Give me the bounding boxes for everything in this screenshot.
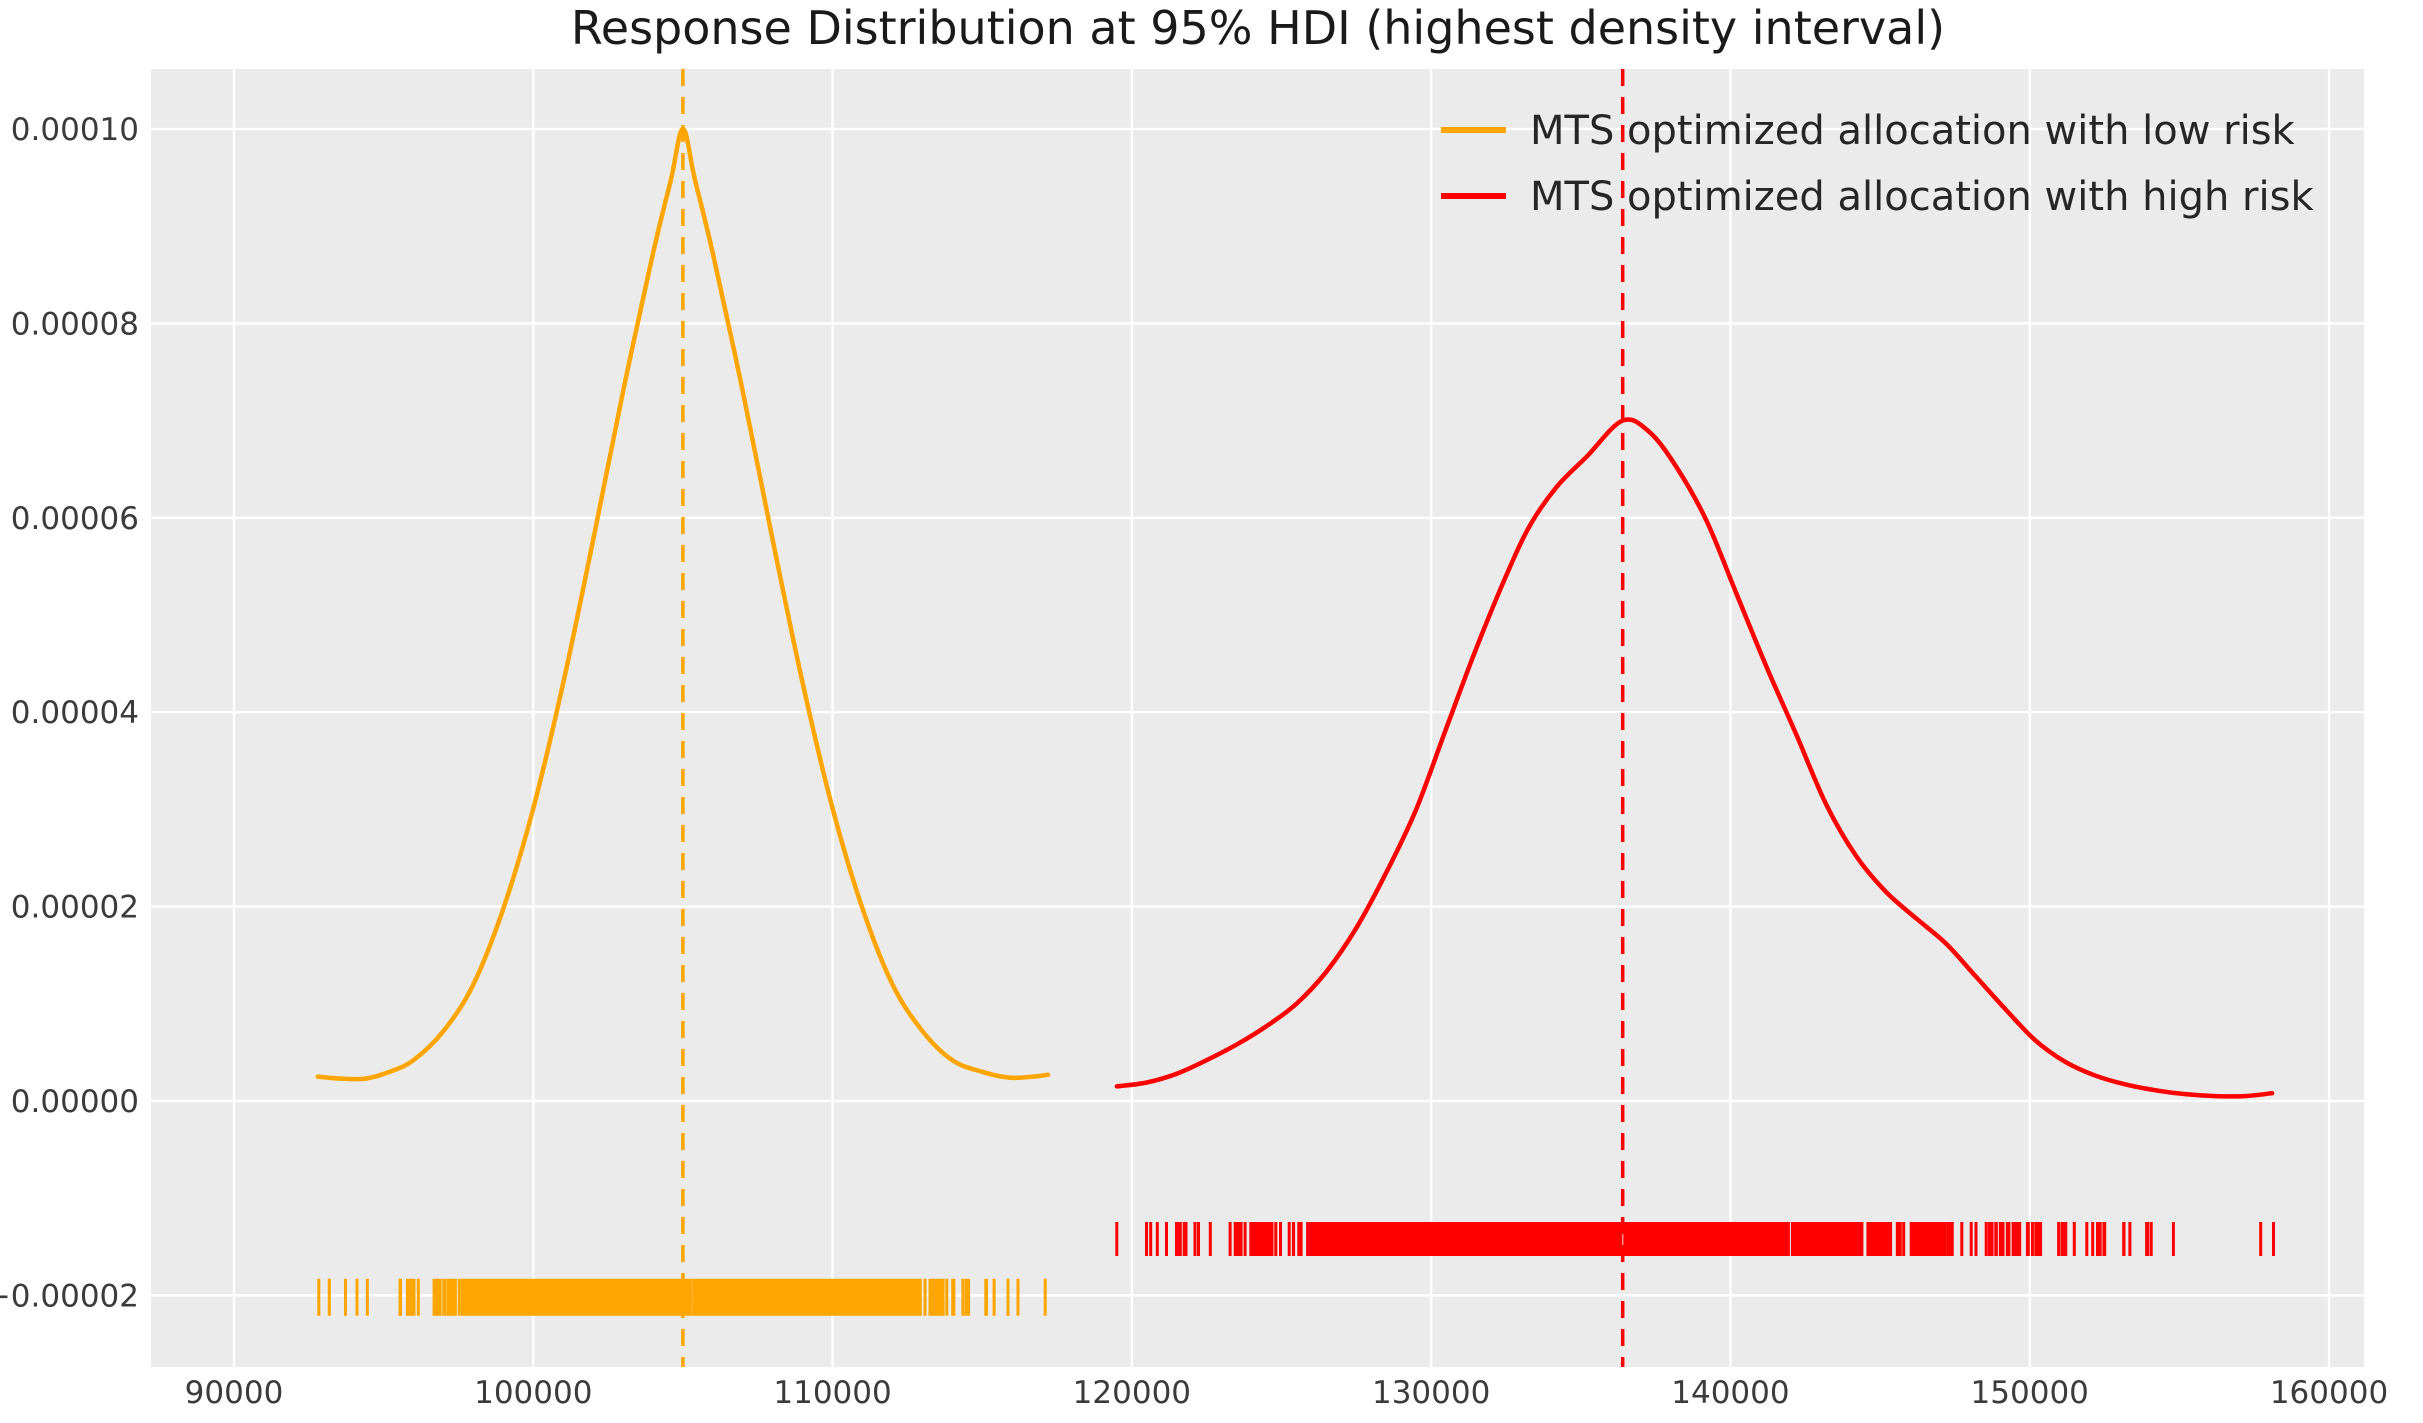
x-tick-label: 160000 [2270,1375,2388,1411]
gridlines [151,69,2364,1367]
x-tick-label: 110000 [773,1375,891,1411]
legend: MTS optimized allocation with low risk M… [1441,108,2314,220]
y-tick-label: 0.00010 [11,112,139,148]
plot-area-background [151,69,2364,1367]
rug-low-risk [317,1278,1047,1316]
legend-label-low-risk: MTS optimized allocation with low risk [1530,108,2296,154]
x-tick-label: 100000 [474,1375,592,1411]
kde-curve-high-risk [1114,417,2275,1099]
x-tick-label: 130000 [1372,1375,1490,1411]
chart-title: Response Distribution at 95% HDI (highes… [571,1,1945,55]
legend-label-high-risk: MTS optimized allocation with high risk [1530,174,2314,220]
y-tick-label: −0.00002 [0,1278,139,1314]
x-tick-label: 120000 [1073,1375,1191,1411]
y-tick-label: 0.00008 [11,306,139,342]
mean-lines [681,69,1625,1367]
y-tick-label: 0.00004 [11,695,139,731]
y-tick-label: 0.00006 [11,501,139,537]
rug-high-risk [1115,1222,2275,1256]
kde-curves [315,126,2275,1099]
grid-path [151,69,2364,1367]
rug-plots [317,1222,2275,1316]
x-tick-label: 90000 [185,1375,284,1411]
y-axis-tick-labels: −0.00002 0.00000 0.00002 0.00004 0.00006 0.00… [0,112,139,1314]
y-tick-label: 0.00002 [11,890,139,926]
x-axis-tick-labels: 90000 100000 110000 120000 130000 140000 15000… [185,1375,2389,1411]
kde-curve-low-risk [315,126,1051,1082]
x-tick-label: 140000 [1671,1375,1789,1411]
x-tick-label: 150000 [1971,1375,2089,1411]
y-tick-label: 0.00000 [11,1084,139,1120]
